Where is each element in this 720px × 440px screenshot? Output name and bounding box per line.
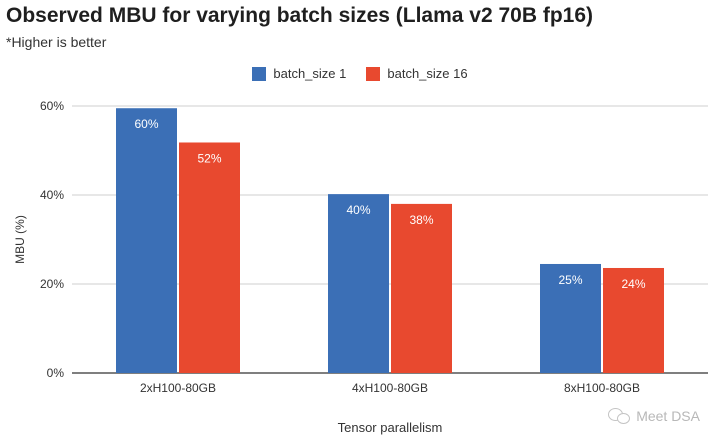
bar-batch-size-16: [603, 267, 664, 373]
y-tick-label: 20%: [40, 277, 64, 291]
y-tick-label: 60%: [40, 99, 64, 113]
bar-batch-size-1: [116, 108, 177, 373]
data-label: 40%: [346, 203, 370, 217]
bar-batch-size-16: [391, 203, 452, 373]
chart-subtitle: *Higher is better: [6, 34, 107, 50]
x-tick-label: 4xH100-80GB: [352, 381, 428, 395]
x-axis-label: Tensor parallelism: [338, 420, 443, 435]
x-tick-label: 2xH100-80GB: [140, 381, 216, 395]
data-label: 24%: [621, 277, 645, 291]
watermark: Meet DSA: [608, 408, 700, 424]
watermark-text: Meet DSA: [636, 408, 700, 424]
legend-label-batch-size-1: batch_size 1: [273, 66, 347, 81]
chart-legend: batch_size 1 batch_size 16: [0, 66, 720, 81]
chart-title: Observed MBU for varying batch sizes (Ll…: [6, 4, 594, 27]
y-axis-label: MBU (%): [13, 215, 27, 264]
data-label: 52%: [197, 151, 221, 165]
legend-label-batch-size-16: batch_size 16: [387, 66, 468, 81]
legend-item-batch-size-16: batch_size 16: [366, 66, 468, 81]
legend-item-batch-size-1: batch_size 1: [252, 66, 346, 81]
data-label: 38%: [409, 213, 433, 227]
legend-swatch-batch-size-16: [366, 66, 381, 81]
legend-swatch-batch-size-1: [252, 66, 267, 81]
wechat-icon: [608, 408, 631, 424]
bar-batch-size-16: [179, 142, 240, 373]
bar-batch-size-1: [328, 194, 389, 373]
data-label: 60%: [134, 117, 158, 131]
y-tick-label: 40%: [40, 188, 64, 202]
bar-batch-size-1: [540, 263, 601, 373]
x-tick-label: 8xH100-80GB: [564, 381, 640, 395]
y-tick-label: 0%: [47, 366, 65, 380]
data-label: 25%: [558, 273, 582, 287]
